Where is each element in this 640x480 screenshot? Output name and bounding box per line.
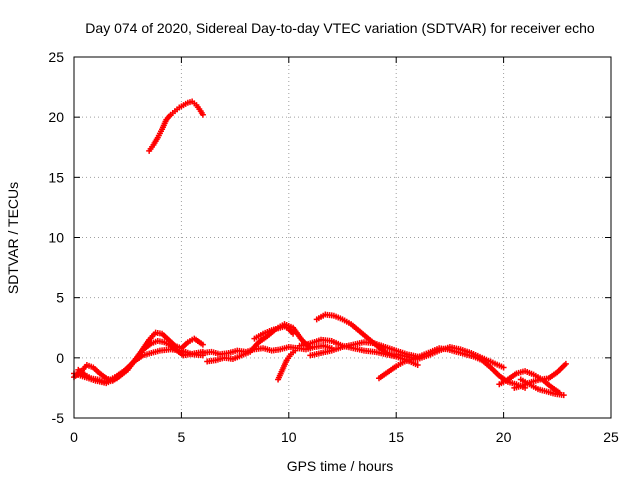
- series-arc-high: [146, 98, 206, 154]
- x-tick-label: 20: [496, 429, 512, 445]
- grid: [74, 57, 611, 418]
- ticks: 0 5 10 15 20 25 -5 0 5 10 15 20 25: [48, 49, 619, 445]
- data-point: [199, 341, 206, 348]
- data-marks: [71, 98, 569, 399]
- y-tick-label: 5: [56, 290, 64, 306]
- y-tick-label: 25: [48, 49, 64, 65]
- x-tick-label: 25: [603, 429, 619, 445]
- data-point: [560, 392, 567, 399]
- x-tick-label: 0: [70, 429, 78, 445]
- series-arc-15: [517, 376, 567, 399]
- x-axis-label: GPS time / hours: [287, 458, 394, 474]
- y-tick-label: -5: [52, 410, 65, 426]
- series-arc-3: [75, 346, 206, 385]
- x-tick-label: 5: [178, 429, 186, 445]
- x-tick-label: 10: [281, 429, 297, 445]
- series-arc-12: [393, 344, 507, 371]
- y-tick-label: 10: [48, 230, 64, 246]
- data-point: [292, 347, 299, 354]
- x-tick-label: 15: [388, 429, 404, 445]
- y-tick-label: 15: [48, 169, 64, 185]
- data-point: [290, 330, 297, 337]
- series-arc-6: [251, 323, 297, 342]
- data-point: [199, 111, 206, 118]
- data-point: [414, 362, 421, 369]
- series-arc-7: [275, 347, 299, 383]
- data-point: [500, 364, 507, 371]
- chart-title: Day 074 of 2020, Sidereal Day-to-day VTE…: [85, 20, 595, 36]
- y-tick-label: 20: [48, 109, 64, 125]
- y-tick-label: 0: [56, 350, 64, 366]
- y-axis-label: SDTVAR / TECUs: [5, 182, 21, 294]
- data-point: [562, 360, 569, 367]
